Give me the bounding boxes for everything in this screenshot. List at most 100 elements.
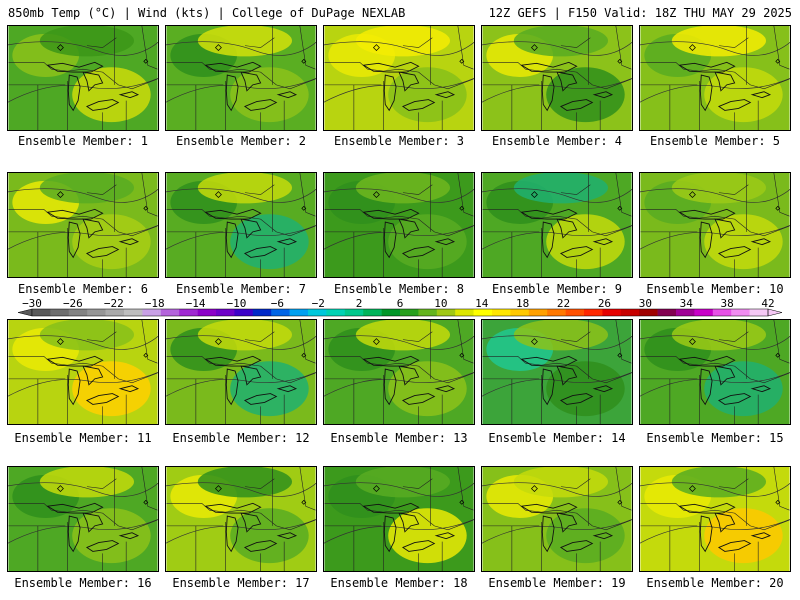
temperature-region	[39, 467, 135, 498]
station-marker	[57, 338, 64, 346]
temperature-region	[230, 361, 309, 417]
height-contour	[8, 518, 158, 544]
height-contour	[640, 335, 790, 350]
station-marker	[689, 191, 696, 199]
model-run-title: 12Z GEFS | F150 Valid: 18Z THU MAY 29 20…	[488, 6, 792, 20]
temperature-region	[513, 26, 609, 57]
temperature-map	[640, 320, 790, 424]
colorbar-swatch	[584, 309, 603, 316]
colorbar-swatch	[179, 309, 198, 316]
great-lakes-outline	[362, 208, 456, 259]
colorbar-swatch	[712, 309, 732, 316]
temperature-map	[324, 173, 474, 277]
station-marker	[143, 499, 149, 505]
temperature-map	[324, 467, 474, 571]
height-contour	[482, 482, 632, 497]
temperature-region	[671, 467, 767, 498]
temperature-map	[324, 26, 474, 130]
temperature-region	[72, 67, 151, 123]
ensemble-map-panel	[323, 319, 475, 425]
ensemble-member-label: Ensemble Member: 18	[330, 576, 468, 590]
station-marker	[301, 352, 307, 358]
ensemble-map-panel	[7, 172, 159, 278]
colorbar-swatch	[602, 309, 622, 316]
temperature-map	[8, 320, 158, 424]
temperature-region	[546, 67, 625, 123]
station-marker	[775, 499, 781, 505]
ensemble-member-label: Ensemble Member: 14	[488, 431, 626, 445]
state-borders	[166, 320, 316, 424]
temperature-map	[166, 173, 316, 277]
state-borders	[324, 320, 474, 424]
temperature-region	[39, 320, 135, 351]
station-marker	[373, 485, 380, 493]
colorbar-swatch	[87, 309, 106, 316]
station-marker	[531, 191, 538, 199]
temperature-region	[671, 26, 767, 57]
great-lakes-outline	[204, 208, 298, 259]
colorbar-swatch	[731, 309, 750, 316]
colorbar-swatch	[528, 309, 548, 316]
ensemble-map-panel	[481, 319, 633, 425]
colorbar-tick-label: −6	[271, 298, 284, 310]
station-marker	[617, 352, 623, 358]
temperature-region	[39, 173, 135, 204]
colorbar-tick-label: −14	[186, 298, 206, 310]
colorbar-swatch	[547, 309, 566, 316]
station-marker	[531, 44, 538, 52]
height-contour	[166, 335, 316, 350]
ensemble-map-panel	[7, 466, 159, 572]
station-marker	[143, 205, 149, 211]
colorbar-tick-label: −18	[145, 298, 165, 310]
great-lakes-outline	[46, 208, 140, 259]
station-marker	[215, 485, 222, 493]
temperature-map	[482, 467, 632, 571]
colorbar-swatch	[289, 309, 309, 316]
temperature-region	[355, 173, 451, 204]
colorbar-swatch	[50, 309, 70, 316]
height-contour	[482, 77, 632, 103]
colorbar-swatch	[271, 309, 290, 316]
temperature-region	[546, 508, 625, 564]
colorbar-swatch	[105, 309, 125, 316]
colorbar-arrow-low	[17, 308, 33, 317]
station-marker	[57, 44, 64, 52]
colorbar-tick-label: 14	[475, 298, 489, 310]
colorbar-tick-label: −30	[22, 298, 42, 310]
height-contour	[324, 77, 474, 103]
colorbar-swatch	[234, 309, 254, 316]
station-marker	[459, 352, 465, 358]
ensemble-member-label: Ensemble Member: 2	[175, 134, 307, 148]
station-marker	[373, 191, 380, 199]
temperature-region	[513, 467, 609, 498]
state-borders	[166, 26, 316, 130]
state-borders	[324, 173, 474, 277]
great-lakes-outline	[204, 355, 298, 406]
temperature-region	[72, 508, 151, 564]
temperature-region	[546, 214, 625, 270]
great-lakes-outline	[46, 502, 140, 553]
ensemble-member-label: Ensemble Member: 4	[491, 134, 623, 148]
station-marker	[531, 338, 538, 346]
great-lakes-outline	[678, 502, 772, 553]
ensemble-member-label: Ensemble Member: 3	[333, 134, 465, 148]
colorbar-swatch	[400, 309, 419, 316]
ensemble-map-panel	[481, 25, 633, 131]
station-marker	[775, 352, 781, 358]
height-contour	[482, 335, 632, 350]
colorbar-swatch	[455, 309, 474, 316]
colorbar-frame	[31, 308, 769, 317]
temperature-region	[704, 214, 783, 270]
colorbar-tick-label: −10	[227, 298, 247, 310]
colorbar-tick-label: 30	[639, 298, 652, 310]
colorbar-tick-label: 2	[356, 298, 363, 310]
great-lakes-outline	[362, 502, 456, 553]
colorbar-tick-label: 34	[680, 298, 694, 310]
temperature-region	[197, 320, 293, 351]
colorbar-swatch	[565, 309, 585, 316]
station-marker	[57, 191, 64, 199]
station-marker	[143, 58, 149, 64]
temperature-region	[388, 508, 467, 564]
station-marker	[373, 44, 380, 52]
station-marker	[301, 499, 307, 505]
